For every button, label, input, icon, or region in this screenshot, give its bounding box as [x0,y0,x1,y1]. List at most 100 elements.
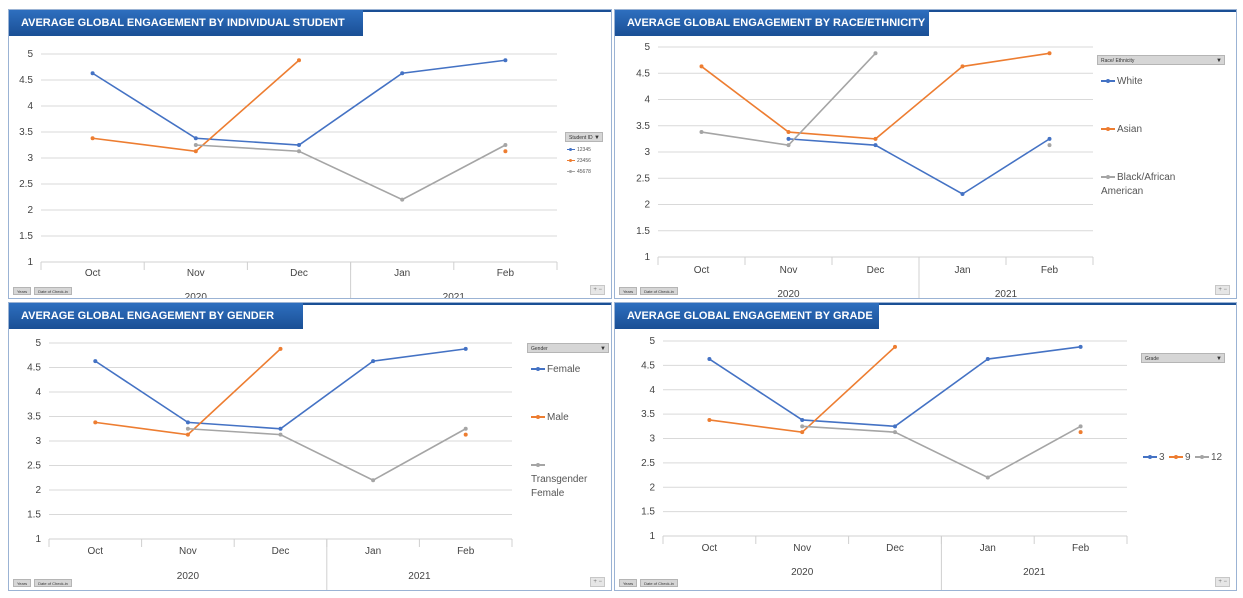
y-tick-label: 2.5 [19,179,33,190]
data-point [185,432,190,437]
legend-label: Female [547,364,581,375]
y-tick-label: 2 [27,205,33,216]
legend-label: Asian [1117,124,1143,135]
panel-gender: AVERAGE GLOBAL ENGAGEMENT BY GENDER 1 1.5… [8,302,612,591]
data-point [707,357,712,362]
x-tick-label: Jan [954,265,970,276]
date-of-check-in-filter-button[interactable]: Date of Check-in [34,579,72,587]
legend-filter-button[interactable]: Student ID ▼ [565,132,603,142]
y-tick-label: 4.5 [641,360,655,371]
x-tick-label: Nov [179,546,197,557]
data-point [985,475,990,480]
data-point [893,430,897,435]
data-point [786,143,791,148]
field-buttons: Years Date of Check-in [619,287,681,295]
data-point [873,51,878,56]
legend-item: Male [531,411,603,425]
data-point [90,136,95,141]
legend-swatch [1101,127,1115,132]
chart-title: AVERAGE GLOBAL ENGAGEMENT BY INDIVIDUAL … [9,10,363,36]
data-point [278,426,283,431]
y-tick-label: 4 [649,385,655,396]
expand-collapse-buttons[interactable]: + − [590,285,605,295]
legend-filter-button[interactable]: Race/ Ethnicity ▼ [1097,55,1225,65]
x-tick-label: Feb [1072,543,1090,554]
x-tick-label: Nov [780,265,798,276]
legend-item: 12 [1195,451,1222,465]
x-tick-label: Oct [694,265,710,276]
data-point [699,64,704,69]
dropdown-arrow-icon: ▼ [1216,356,1222,362]
date-of-check-in-filter-button[interactable]: Date of Check-in [640,287,678,295]
years-filter-button[interactable]: Years [13,579,32,587]
x-group-label: 2020 [185,292,208,299]
y-tick-label: 5 [27,49,33,60]
y-tick-label: 2 [644,200,650,211]
date-of-check-in-filter-button[interactable]: Date of Check-in [34,287,72,295]
legend-item: Female [531,363,603,377]
y-tick-label: 5 [35,338,41,349]
data-point [893,424,897,429]
series-line [187,427,467,482]
y-tick-label: 1 [27,257,33,268]
data-point [463,432,468,437]
y-tick-label: 2.5 [27,461,41,472]
data-point [699,130,704,135]
series-line [788,138,1050,195]
x-tick-label: Nov [187,268,205,279]
y-tick-label: 3.5 [27,412,41,423]
data-point [297,58,301,63]
y-tick-label: 1 [649,531,655,542]
legend-label: 12345 [577,147,591,153]
chart-title: AVERAGE GLOBAL ENGAGEMENT BY GENDER [9,303,303,329]
y-tick-label: 3.5 [641,409,655,420]
data-point [193,149,198,154]
x-tick-label: Jan [365,546,381,557]
legend-item: Transgender Female [531,459,603,501]
years-filter-button[interactable]: Years [619,287,638,295]
x-group-label: 2020 [177,571,200,582]
years-filter-button[interactable]: Years [619,579,638,587]
x-tick-label: Dec [272,546,290,557]
data-point [1047,143,1052,148]
years-filter-button[interactable]: Years [13,287,32,295]
expand-collapse-buttons[interactable]: + − [590,577,605,587]
data-point [800,417,805,422]
panel-individual-student: AVERAGE GLOBAL ENGAGEMENT BY INDIVIDUAL … [8,9,612,299]
data-point [297,143,301,147]
line-chart: 1 1.5 2 2.5 3 3.5 4 4.5 5 Oct Nov Dec Jan Feb 2020 2021 [19,49,558,299]
data-point [371,478,376,483]
data-point [1078,430,1083,435]
x-tick-label: Feb [457,546,475,557]
expand-collapse-buttons[interactable]: + − [1215,577,1230,587]
legend-swatch [1195,455,1209,460]
legend-swatch [531,415,545,420]
data-point [400,71,405,76]
y-tick-label: 4.5 [27,363,41,374]
line-chart: 1 1.5 2 2.5 3 3.5 4 4.5 5 Oct Nov Dec Jan Feb 2020 2021 [641,336,1128,590]
data-point [93,359,98,364]
legend-swatch [1143,455,1157,460]
legend-filter-button[interactable]: Gender ▼ [527,343,609,353]
x-tick-label: Oct [88,546,104,557]
y-tick-label: 3.5 [636,121,650,132]
legend-swatch [1101,175,1115,180]
date-of-check-in-filter-button[interactable]: Date of Check-in [640,579,678,587]
y-tick-label: 1.5 [19,231,33,242]
data-point [873,143,878,148]
data-point [193,136,198,141]
x-group-label: 2021 [443,292,466,299]
data-point [786,130,791,135]
legend-swatch [531,463,545,468]
legend-filter-button[interactable]: Grade ▼ [1141,353,1225,363]
y-tick-label: 5 [649,336,655,347]
x-tick-label: Dec [867,265,885,276]
legend-label: White [1117,76,1143,87]
data-point [786,136,791,141]
expand-collapse-buttons[interactable]: + − [1215,285,1230,295]
dropdown-arrow-icon: ▼ [1216,58,1222,64]
chart-title: AVERAGE GLOBAL ENGAGEMENT BY RACE/ETHNIC… [615,10,929,36]
legend-label: Black/African American [1101,172,1176,197]
data-point [960,64,965,69]
line-chart: 1 1.5 2 2.5 3 3.5 4 4.5 5 Oct Nov Dec Jan Feb 2020 2021 [636,42,1094,298]
